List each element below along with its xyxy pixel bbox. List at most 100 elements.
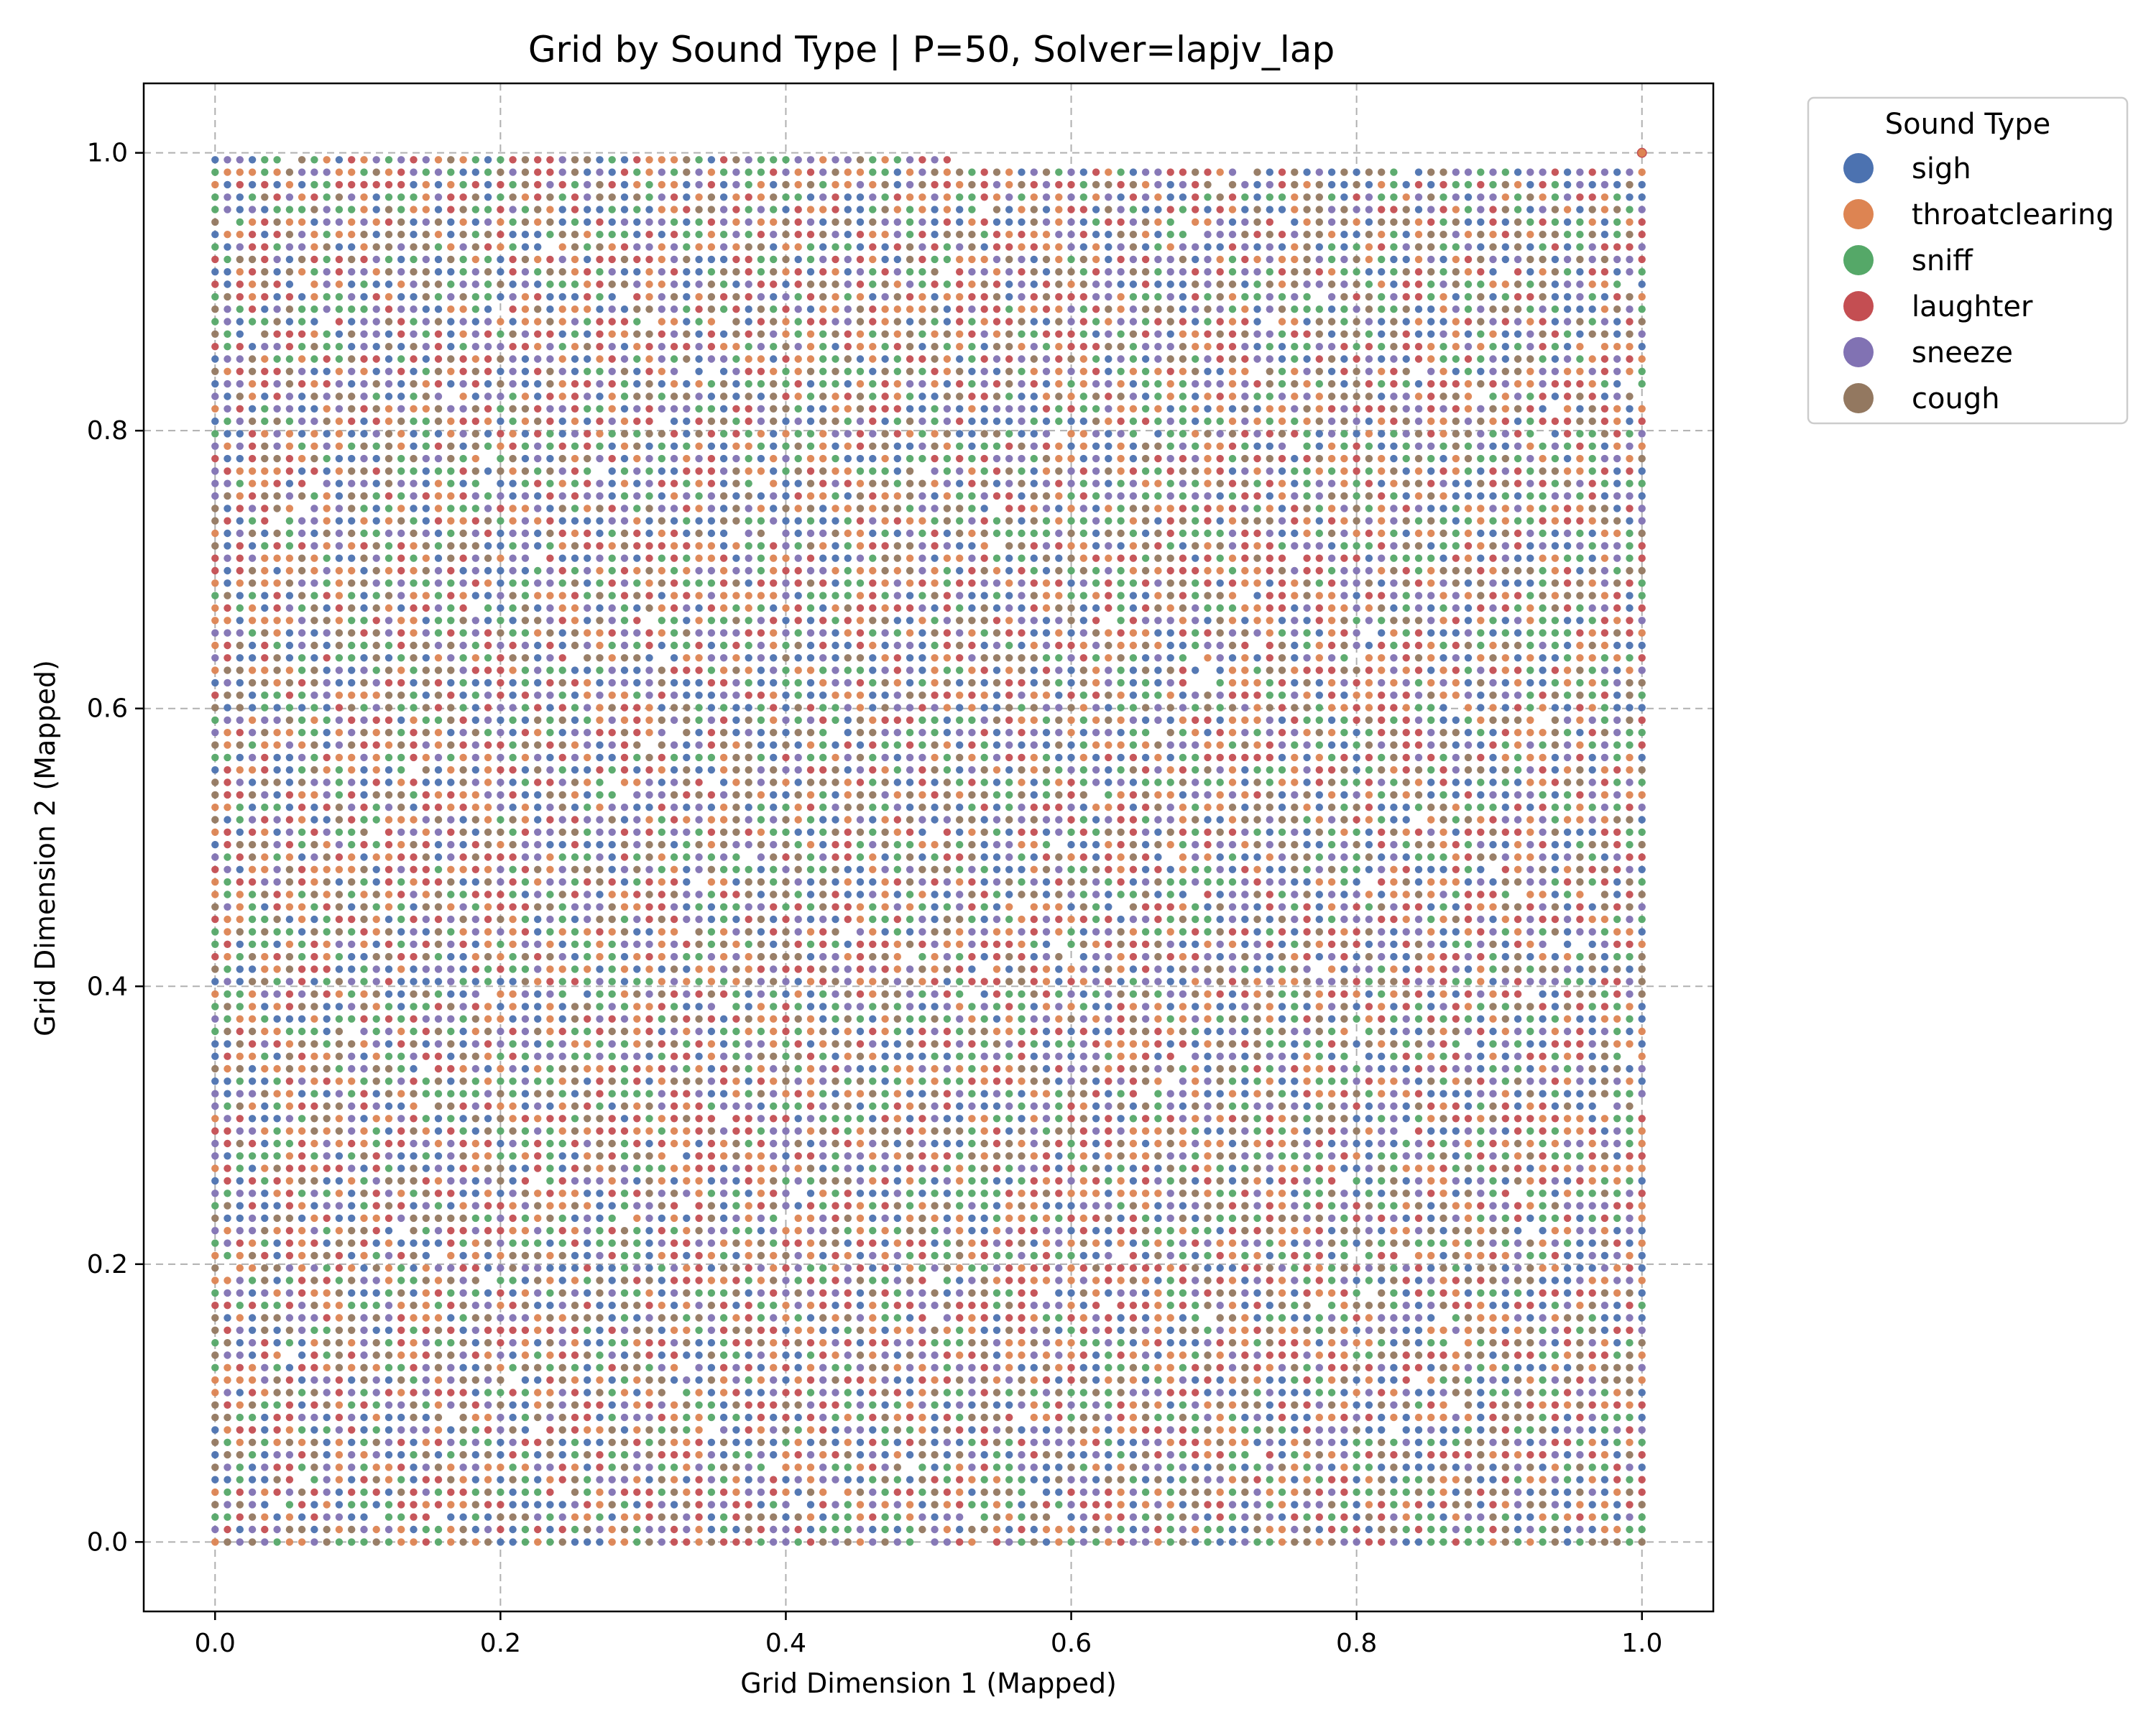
data-point <box>1439 1115 1447 1123</box>
data-point <box>584 1152 591 1160</box>
data-point <box>261 1401 269 1409</box>
data-point <box>1390 1239 1398 1247</box>
data-point <box>1414 1351 1423 1359</box>
data-point <box>1241 1276 1249 1284</box>
data-point <box>1266 1389 1274 1397</box>
data-point <box>571 1289 579 1297</box>
data-point <box>683 1064 691 1073</box>
data-point <box>335 1003 344 1011</box>
data-point <box>509 1289 517 1297</box>
data-point <box>1327 1177 1336 1185</box>
data-point <box>1365 1463 1373 1471</box>
data-point <box>1055 1376 1063 1384</box>
data-point <box>620 1476 629 1484</box>
data-point <box>497 1525 505 1534</box>
data-point <box>658 1214 665 1223</box>
data-point <box>906 1363 914 1372</box>
data-point <box>1266 1276 1274 1284</box>
data-point <box>422 1264 430 1272</box>
data-point <box>1489 1190 1497 1197</box>
data-point <box>224 1463 231 1471</box>
data-point <box>447 1003 455 1011</box>
data-point <box>1501 1040 1509 1048</box>
data-point <box>1141 1525 1150 1534</box>
data-point <box>397 1003 405 1011</box>
data-point <box>1266 1027 1274 1036</box>
data-point <box>1477 1501 1485 1509</box>
data-point <box>584 1077 591 1085</box>
data-point <box>831 1090 839 1098</box>
data-point <box>1353 1164 1360 1172</box>
data-point <box>1489 1052 1497 1060</box>
data-point <box>248 1177 257 1185</box>
data-point <box>372 1177 380 1185</box>
data-point <box>719 1052 728 1060</box>
data-point <box>497 1376 505 1384</box>
data-point <box>806 1040 815 1048</box>
data-point <box>707 1052 716 1060</box>
data-point <box>1067 1339 1075 1347</box>
data-point <box>1117 1064 1125 1073</box>
data-point <box>1514 1351 1522 1359</box>
data-point <box>459 1239 467 1247</box>
data-point <box>1105 1177 1112 1185</box>
data-point <box>372 1115 380 1123</box>
data-point <box>397 1102 405 1110</box>
data-point <box>360 1190 368 1197</box>
data-point <box>1539 1152 1547 1160</box>
data-point <box>372 1389 380 1397</box>
data-point <box>546 1276 554 1284</box>
data-point <box>782 1426 790 1434</box>
data-point <box>1539 1463 1547 1471</box>
data-point <box>943 1177 952 1185</box>
data-point <box>1079 1363 1088 1372</box>
data-point <box>558 1102 566 1110</box>
data-point <box>695 1339 703 1347</box>
data-point <box>384 1438 393 1447</box>
data-point <box>521 1027 530 1036</box>
data-point <box>1327 1102 1336 1110</box>
data-point <box>1216 1450 1224 1459</box>
data-point <box>620 1525 629 1534</box>
data-point <box>1018 1476 1026 1484</box>
data-point <box>1315 1115 1324 1123</box>
data-point <box>695 1476 703 1484</box>
data-point <box>881 1052 889 1060</box>
data-point <box>211 1289 219 1297</box>
data-point <box>422 1003 430 1011</box>
data-point <box>1551 1214 1560 1223</box>
data-point <box>918 1077 926 1085</box>
data-point <box>1588 1127 1596 1135</box>
data-point <box>384 1413 393 1422</box>
data-point <box>1079 1450 1088 1459</box>
data-point <box>1489 1376 1497 1384</box>
data-point <box>384 1239 393 1247</box>
data-point <box>1551 1027 1560 1036</box>
data-point <box>224 1314 231 1322</box>
data-point <box>1192 1488 1199 1496</box>
data-point <box>224 1413 231 1422</box>
data-point <box>670 1214 678 1223</box>
data-point <box>372 1463 380 1471</box>
data-point <box>943 1003 952 1011</box>
data-point <box>224 1501 231 1509</box>
data-point <box>918 1040 926 1048</box>
data-point <box>658 1202 665 1210</box>
data-point <box>1563 1202 1572 1210</box>
data-point <box>906 1476 914 1484</box>
data-point <box>1030 1538 1038 1546</box>
data-point <box>1105 1376 1112 1384</box>
data-point <box>384 1152 393 1160</box>
data-point <box>782 1040 790 1048</box>
data-point <box>1179 1488 1187 1496</box>
data-point <box>298 1363 306 1372</box>
data-point <box>1402 1538 1410 1546</box>
data-point <box>806 1227 815 1235</box>
data-point <box>1278 1202 1286 1210</box>
data-point <box>1291 1077 1299 1085</box>
data-point <box>1018 1190 1026 1197</box>
data-point <box>372 1276 380 1284</box>
data-point <box>1613 1438 1621 1447</box>
data-point <box>558 1463 566 1471</box>
data-point <box>683 1476 691 1484</box>
